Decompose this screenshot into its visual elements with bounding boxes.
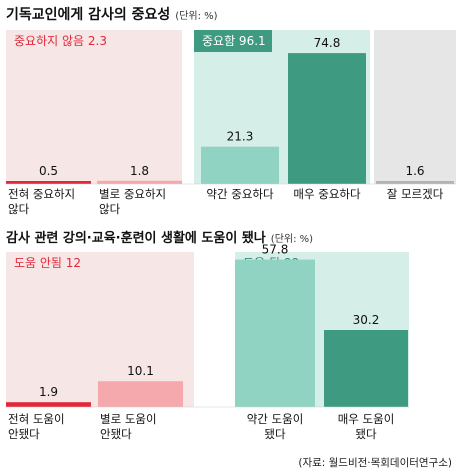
- chart-2-bar-2: [235, 259, 315, 407]
- chart-1-title: 기독교인에게 감사의 중요성: [6, 6, 170, 23]
- chart-1-group-label-0: 중요하지 않음 2.3: [14, 34, 107, 48]
- chart-1-bar-4: [376, 181, 454, 184]
- chart-1-category-label-4-line-0: 잘 모르겠다: [387, 187, 444, 201]
- chart-1-value-label-3: 74.8: [314, 36, 341, 50]
- chart-1-value-label-4: 1.6: [405, 164, 424, 178]
- chart-1-panel-2: [374, 30, 456, 184]
- chart-2-panel-0: [6, 252, 194, 407]
- chart-2-bar-3: [324, 330, 408, 407]
- chart-1-value-label-1: 1.8: [130, 164, 149, 178]
- chart-2-bar-1: [98, 381, 183, 407]
- chart-1-panel-0: [6, 30, 182, 184]
- chart-1-category-label-0-line-0: 전혀 중요하지: [8, 187, 75, 201]
- chart-2-category-label-2-line-1: 됐다: [264, 427, 286, 441]
- chart-1-unit: (단위: %): [175, 9, 217, 22]
- chart-importance-of-gratitude: 기독교인에게 감사의 중요성 (단위: %) 중요하지 않음 2.3 중요함 96…: [6, 6, 456, 216]
- chart-1-category-label-2-line-0: 약간 중요하다: [206, 187, 274, 201]
- chart-1-category-label-1-line-1: 않다: [99, 202, 121, 216]
- chart-2-category-label-0-line-0: 전혀 도움이: [8, 412, 65, 426]
- chart-2-unit: (단위: %): [271, 232, 313, 245]
- chart-2-value-label-1: 10.1: [127, 364, 154, 378]
- chart-2-category-label-0-line-1: 안됐다: [8, 427, 40, 441]
- chart-1-group-label-band: [194, 30, 272, 52]
- chart-1-bar-3: [288, 53, 366, 184]
- chart-2-title: 감사 관련 강의·교육·훈련이 생활에 도움이 됐나: [6, 230, 266, 246]
- chart-2-category-label-2-line-0: 약간 도움이: [247, 412, 304, 426]
- chart-1-bar-2: [201, 146, 279, 184]
- chart-2-value-label-2: 57.8: [262, 243, 289, 257]
- chart-2-category-label-1-line-1: 안됐다: [100, 427, 132, 441]
- chart-1-bar-1: [97, 180, 182, 184]
- source-note: (자료: 월드비전·목회데이터연구소): [298, 457, 452, 469]
- chart-2-group-label-0: 도움 안됨 12: [14, 256, 81, 270]
- chart-1-value-label-0: 0.5: [39, 164, 58, 178]
- chart-1-value-label-2: 21.3: [227, 130, 254, 144]
- chart-2-value-label-3: 30.2: [353, 313, 380, 327]
- chart-1-category-label-3-line-0: 매우 중요하다: [293, 187, 361, 201]
- chart-1-bar-0: [6, 181, 91, 184]
- chart-2-category-label-3-line-0: 매우 도움이: [338, 412, 395, 426]
- chart-1-category-label-1-line-0: 별로 중요하지: [99, 187, 166, 201]
- chart-2-bar-0: [6, 402, 91, 407]
- chart-2-value-label-0: 1.9: [39, 385, 58, 399]
- chart-1-group-label-1: 중요함 96.1: [202, 34, 266, 48]
- chart-2-category-label-1-line-0: 별로 도움이: [100, 412, 157, 426]
- chart-training-helpfulness: 감사 관련 강의·교육·훈련이 생활에 도움이 됐나 (단위: %) 도움 안됨…: [6, 230, 410, 441]
- chart-2-category-label-3-line-1: 됐다: [355, 427, 377, 441]
- chart-1-category-label-0-line-1: 않다: [8, 202, 30, 216]
